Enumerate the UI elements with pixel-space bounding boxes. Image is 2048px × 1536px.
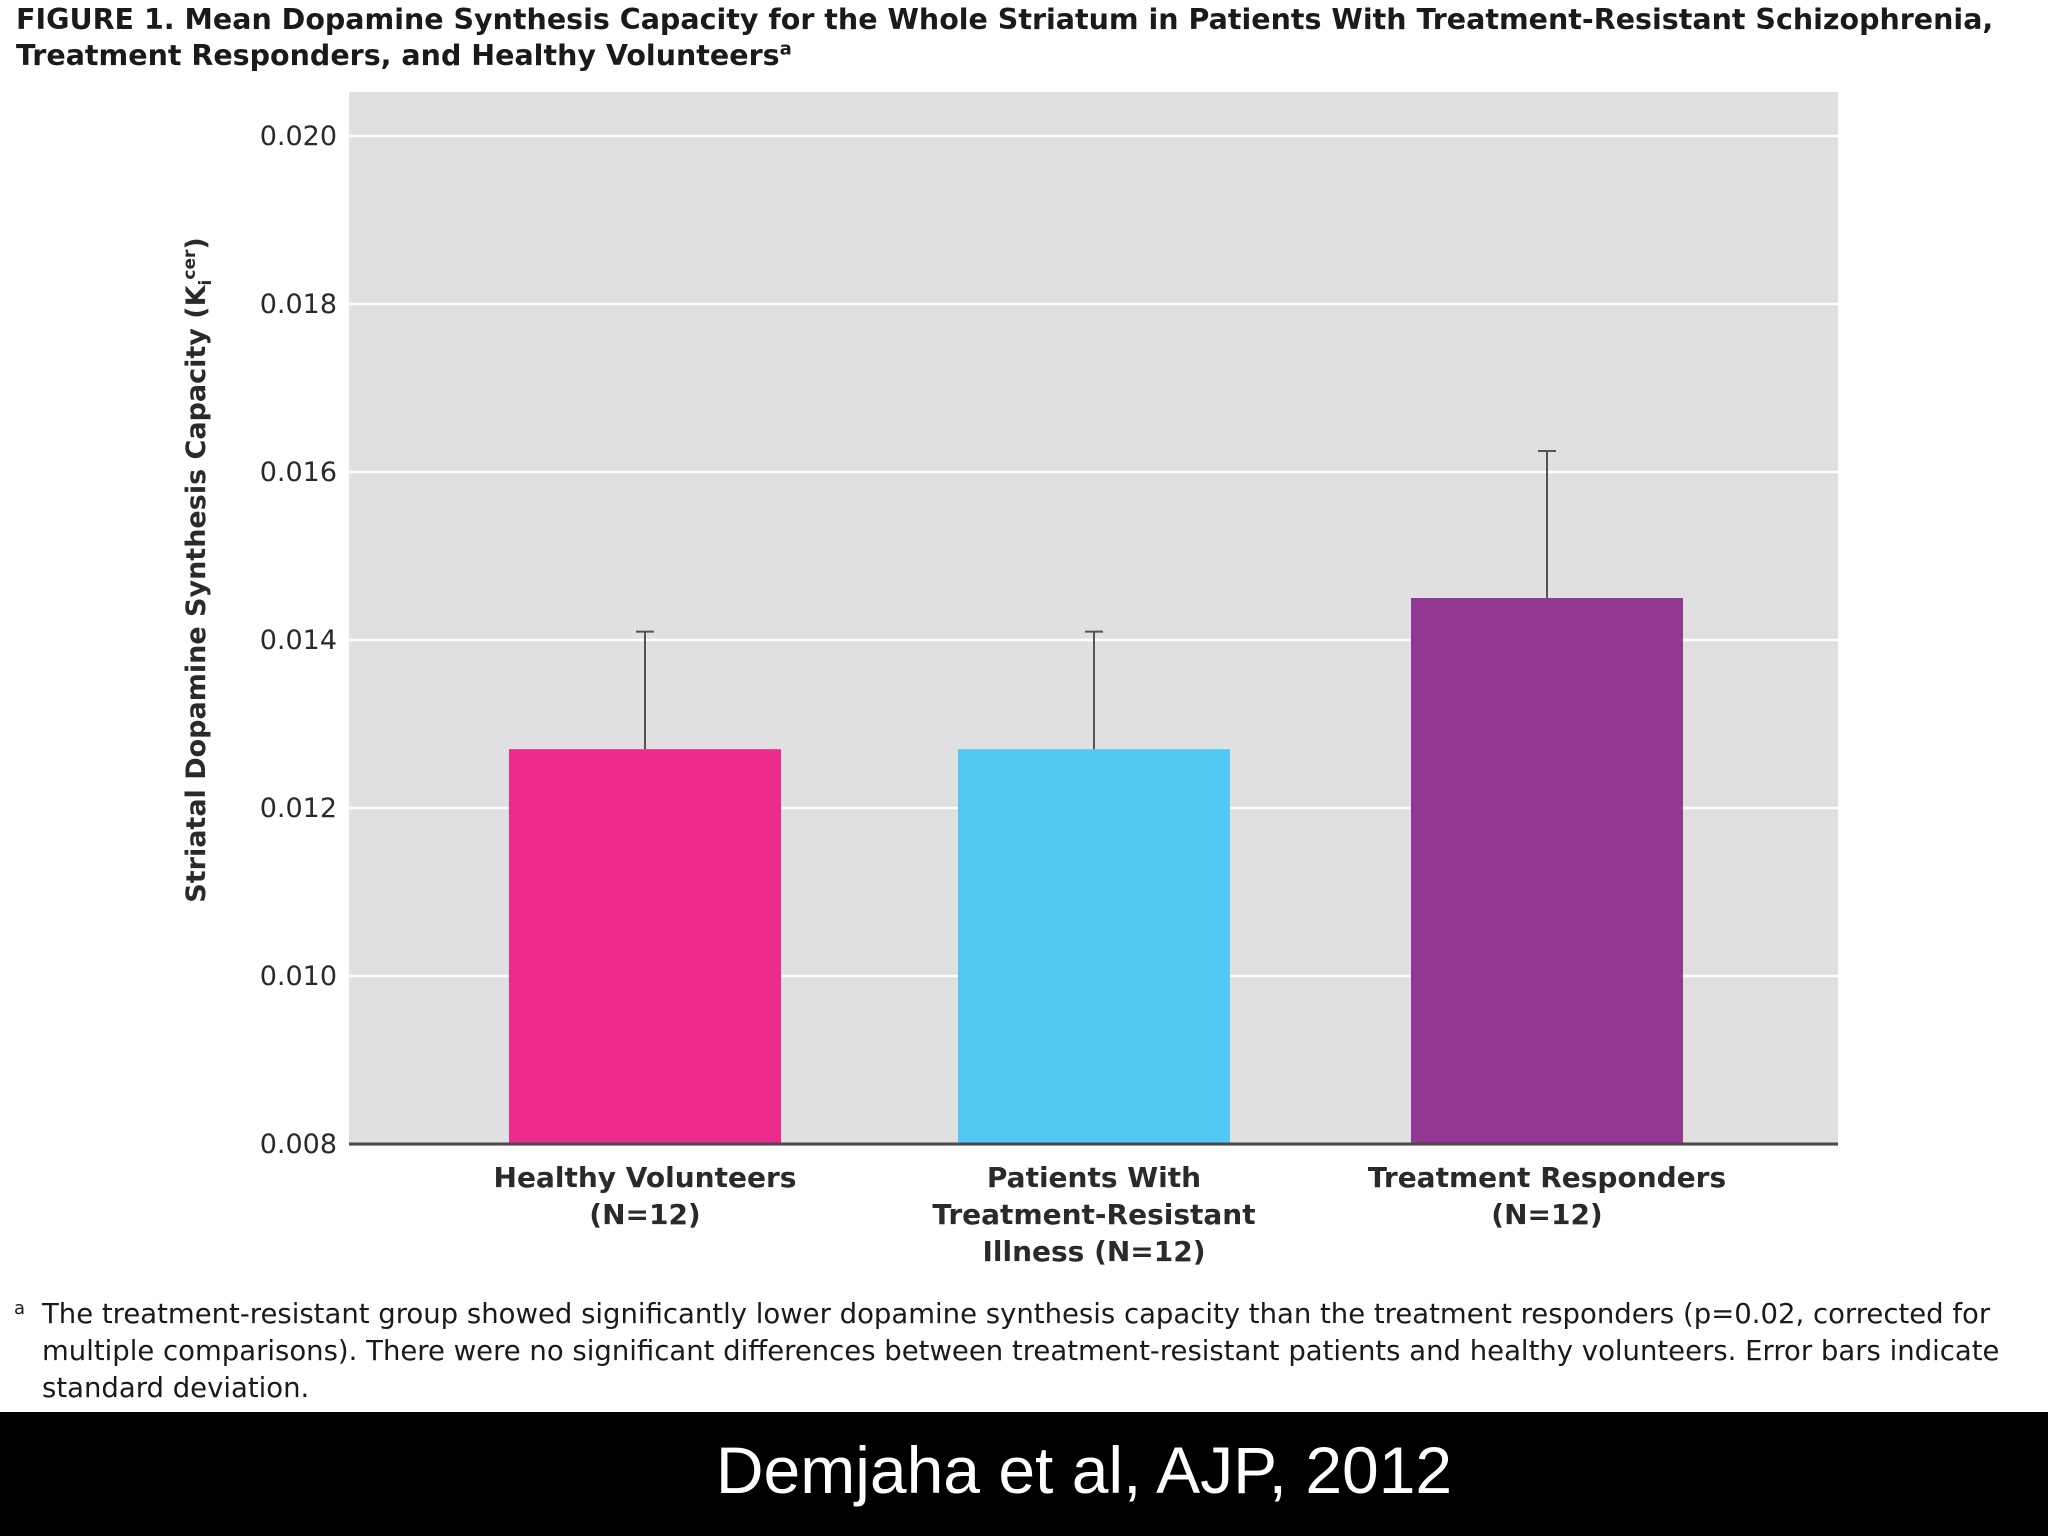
y-axis-label-superscript: cer [180,249,200,280]
bar-chart: 0.020 0.018 0.016 0.014 0.012 0.010 0.008 Heal… [180,92,1838,1268]
y-axis-label: Striatal Dopamine Synthesis Capacity (Ki… [180,237,216,902]
x-category-label: Patients With [987,1161,1201,1194]
x-axis-category-labels: Healthy Volunteers (N=12) Patients With Tre… [494,1161,1727,1268]
y-tick-label: 0.008 [260,1129,337,1160]
bar-1 [509,749,781,1144]
y-tick-label: 0.018 [260,289,337,320]
footnote-marker: a [14,1298,26,1319]
y-tick-label: 0.014 [260,625,337,656]
y-tick-label: 0.016 [260,457,337,488]
bars [509,598,1683,1144]
error-bars [636,450,1556,750]
bar-2 [958,749,1230,1144]
x-category-label: Healthy Volunteers [494,1161,797,1194]
y-axis-tick-labels: 0.020 0.018 0.016 0.014 0.012 0.010 0.008 [260,121,337,1160]
citation-bar: Demjaha et al, AJP, 2012 [0,1412,2048,1536]
y-axis-label-end: ) [181,237,212,249]
footnote-text: The treatment-resistant group showed sig… [42,1298,2000,1404]
y-tick-label: 0.020 [260,121,337,152]
x-category-label: (N=12) [589,1198,700,1231]
figure-title: FIGURE 1. Mean Dopamine Synthesis Capaci… [16,2,2026,74]
figure-title-footnote-marker: a [779,38,792,60]
x-category-label: Illness (N=12) [982,1235,1205,1268]
figure-title-text: FIGURE 1. Mean Dopamine Synthesis Capaci… [16,3,1994,72]
figure-footnote: a The treatment-resistant group showed s… [14,1296,2004,1407]
y-tick-label: 0.012 [260,793,337,824]
y-axis-label-subscript: i [196,280,216,286]
x-category-label: (N=12) [1491,1198,1602,1231]
x-category-label: Treatment Responders [1368,1161,1726,1194]
y-axis-label-main: Striatal Dopamine Synthesis Capacity (K [181,284,212,902]
y-tick-label: 0.010 [260,961,337,992]
bar-3 [1411,598,1683,1144]
x-category-label: Treatment-Resistant [932,1198,1255,1231]
citation-text: Demjaha et al, AJP, 2012 [715,1433,1453,1507]
